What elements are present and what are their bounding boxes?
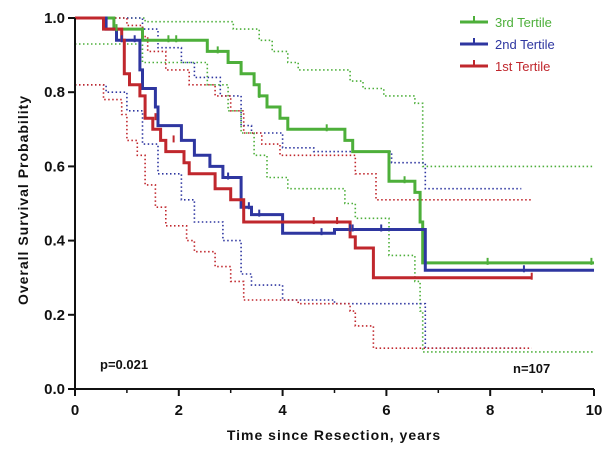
y-tick-label: 0.0 bbox=[44, 381, 65, 398]
x-tick-label: 6 bbox=[382, 402, 390, 419]
x-tick-label: 2 bbox=[175, 402, 183, 419]
1st-tertile-survival-line bbox=[75, 16, 532, 280]
3rd-tertile-survival-line bbox=[75, 16, 594, 265]
legend-label: 1st Tertile bbox=[495, 59, 550, 74]
legend-label: 3rd Tertile bbox=[495, 15, 552, 30]
survival-curves-layer bbox=[75, 16, 594, 280]
legend: 3rd Tertile 2nd Tertile 1st Tertile bbox=[460, 15, 555, 74]
legend-item-2nd-tertile: 2nd Tertile bbox=[460, 37, 555, 52]
y-tick-label: 1.0 bbox=[44, 10, 65, 27]
y-tick-label: 0.2 bbox=[44, 307, 65, 324]
y-axis-title: Overall Survival Probability bbox=[15, 95, 31, 305]
x-axis-title: Time since Resection, years bbox=[227, 427, 441, 443]
2nd-tertile-survival-line bbox=[75, 16, 594, 272]
axis-ticks-layer: 0.0 0.2 0.4 0.6 0.8 1.0 0 2 4 6 8 10 bbox=[44, 10, 602, 419]
1st-tertile-ci-lower-line bbox=[75, 84, 532, 350]
3rd-tertile-ci-lower-line bbox=[75, 43, 594, 353]
legend-label: 2nd Tertile bbox=[495, 37, 555, 52]
y-tick-label: 0.8 bbox=[44, 84, 65, 101]
legend-item-1st-tertile: 1st Tertile bbox=[460, 59, 550, 74]
legend-item-3rd-tertile: 3rd Tertile bbox=[460, 15, 552, 30]
p-value-annotation: p=0.021 bbox=[100, 357, 148, 372]
2nd-tertile-ci-lower-line bbox=[75, 84, 522, 350]
x-tick-label: 4 bbox=[278, 402, 287, 419]
y-tick-label: 0.6 bbox=[44, 158, 65, 175]
x-tick-label: 10 bbox=[586, 402, 603, 419]
y-tick-label: 0.4 bbox=[44, 233, 66, 250]
3rd-tertile-ci-upper-line bbox=[75, 17, 594, 168]
censor-marks-layer bbox=[115, 24, 593, 280]
2nd-tertile-ci-upper-line bbox=[75, 17, 522, 190]
1st-tertile-ci-upper-line bbox=[75, 17, 532, 201]
confidence-interval-layer bbox=[75, 17, 594, 353]
sample-size-annotation: n=107 bbox=[513, 361, 550, 376]
x-tick-label: 8 bbox=[486, 402, 494, 419]
x-tick-label: 0 bbox=[71, 402, 79, 419]
